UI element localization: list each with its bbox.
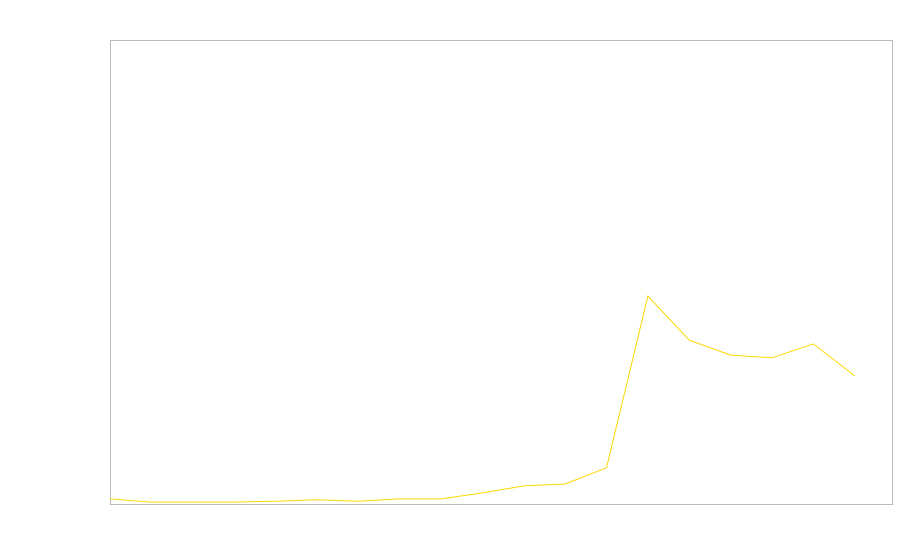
series-line-0	[109, 295, 856, 503]
series-layer	[109, 295, 856, 503]
plot-area-frame	[110, 40, 893, 505]
